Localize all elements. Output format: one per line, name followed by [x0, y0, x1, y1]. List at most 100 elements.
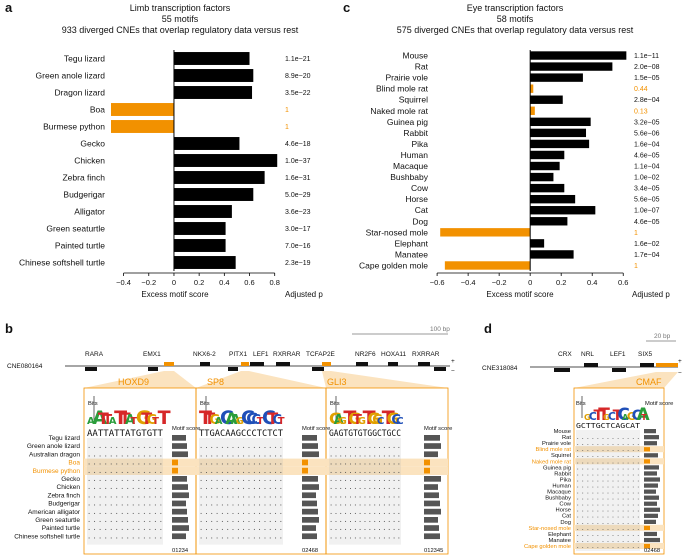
aligned-sequence: .............. — [87, 459, 163, 467]
panel-b-motif-blocks — [164, 362, 331, 366]
bar — [440, 228, 531, 237]
category-label: Gecko — [80, 139, 105, 149]
species-label: Tegu lizard — [49, 435, 81, 442]
tick-label: 0.2 — [556, 278, 566, 287]
motif-score-bar — [172, 508, 187, 515]
tf-block — [148, 367, 158, 371]
panel-a-xlabel: Excess motif score — [141, 290, 209, 299]
strand-minus: − — [678, 370, 682, 377]
motif-score-bar — [424, 467, 430, 474]
bar — [530, 73, 583, 82]
p-value-label: 1.1e−04 — [634, 164, 660, 171]
tf-block — [312, 367, 324, 371]
motif-score-bar — [302, 533, 317, 540]
category-label: Macaque — [393, 161, 428, 171]
tf-label: RXRRAR — [412, 351, 440, 358]
category-label: Prairie vole — [385, 73, 428, 83]
motif-score-axis: 02468 — [644, 548, 660, 554]
aligned-sequence: ............. — [576, 490, 640, 496]
motif-score-bar — [172, 476, 187, 482]
category-label: Zebra finch — [62, 173, 105, 183]
species-label: Horse — [556, 508, 571, 514]
logo-letter: A — [334, 413, 344, 428]
tick-label: −0.2 — [141, 278, 156, 287]
tick-label: −0.4 — [461, 278, 476, 287]
bar — [530, 51, 627, 60]
panel-a-subtitle: 55 motifs — [162, 14, 199, 24]
bar — [173, 239, 226, 252]
bar — [444, 261, 531, 270]
motif-score-bar — [172, 533, 186, 540]
motif-score-bar — [644, 453, 658, 458]
motif-score-bar — [424, 492, 439, 499]
tick-label: 0.2 — [194, 278, 204, 287]
bar — [173, 188, 254, 201]
species-label: Prairie vole — [542, 441, 571, 447]
aligned-sequence: ................ — [199, 459, 283, 467]
bar — [530, 150, 565, 160]
motif-score-bar — [644, 537, 660, 543]
species-label: Mouse — [554, 429, 571, 435]
logo-letter: G — [210, 413, 221, 428]
bar — [530, 117, 591, 127]
motif-score-bar — [424, 443, 441, 449]
bar — [530, 161, 560, 171]
logo-letter: A — [215, 416, 223, 427]
tf-label: LEF1 — [253, 351, 269, 358]
bits-label: Bits — [88, 401, 98, 407]
tf-label: PITX1 — [229, 351, 247, 358]
species-label: Elephant — [548, 532, 571, 538]
logo-letter: G — [136, 407, 152, 429]
alignment-block — [329, 438, 401, 545]
motif-score-bar — [302, 435, 317, 441]
motif-score-bar — [644, 465, 659, 470]
category-label: Star-nosed mole — [366, 227, 429, 237]
logo-letter: C — [391, 413, 401, 428]
aligned-sequence: .............. — [87, 450, 163, 458]
p-value-label: 1 — [285, 124, 289, 131]
strand-plus: + — [451, 358, 455, 365]
aligned-sequence: ............. — [576, 483, 640, 489]
logo-letter: C — [632, 408, 642, 424]
logo-letter: G — [348, 409, 361, 428]
logo-letter: A — [109, 416, 117, 427]
strand-minus: − — [451, 368, 455, 375]
p-value-label: 5.6e−06 — [634, 130, 660, 137]
category-label: Tegu lizard — [64, 54, 105, 64]
highlight-row — [84, 458, 448, 467]
species-label: Zebra finch — [47, 492, 80, 499]
bar — [530, 250, 574, 259]
motif-score-bar — [172, 500, 186, 507]
logo-letter: C — [262, 407, 276, 429]
aligned-sequence: ............. — [576, 508, 640, 514]
logo-letter: A — [225, 409, 238, 428]
category-label: Rabbit — [403, 128, 428, 138]
p-value-label: 5.0e−29 — [285, 192, 311, 199]
tf-label: EMX1 — [143, 351, 161, 358]
category-label: Boa — [90, 105, 105, 115]
highlight-row — [574, 458, 664, 465]
motif-score-bar — [424, 525, 439, 531]
logo-letter: T — [98, 409, 109, 428]
tf-label: NR2F6 — [355, 351, 376, 358]
bar — [173, 222, 226, 235]
tf-block — [356, 362, 368, 366]
logo-letter: T — [120, 409, 131, 428]
motif-score-bar — [644, 429, 656, 434]
p-value-label: 8.9e−20 — [285, 73, 311, 80]
category-label: Green anole lizard — [36, 71, 106, 81]
category-label: Budgerigar — [63, 190, 105, 200]
reference-sequence: GAGTGTGTGGCTGCC — [329, 429, 401, 439]
alignment-block — [87, 438, 163, 545]
logo-letter: A — [622, 413, 629, 422]
species-label: Chicken — [57, 484, 81, 491]
aligned-sequence: .............. — [87, 467, 163, 475]
aligned-sequence: ............... — [329, 516, 401, 524]
strand-plus: + — [678, 358, 682, 365]
aligned-sequence: ............... — [329, 524, 401, 532]
species-label: Gecko — [61, 476, 80, 483]
motif-score-label: Motif score — [302, 426, 330, 432]
aligned-sequence: ............. — [576, 514, 640, 520]
species-label: Green anole lizard — [27, 443, 80, 450]
